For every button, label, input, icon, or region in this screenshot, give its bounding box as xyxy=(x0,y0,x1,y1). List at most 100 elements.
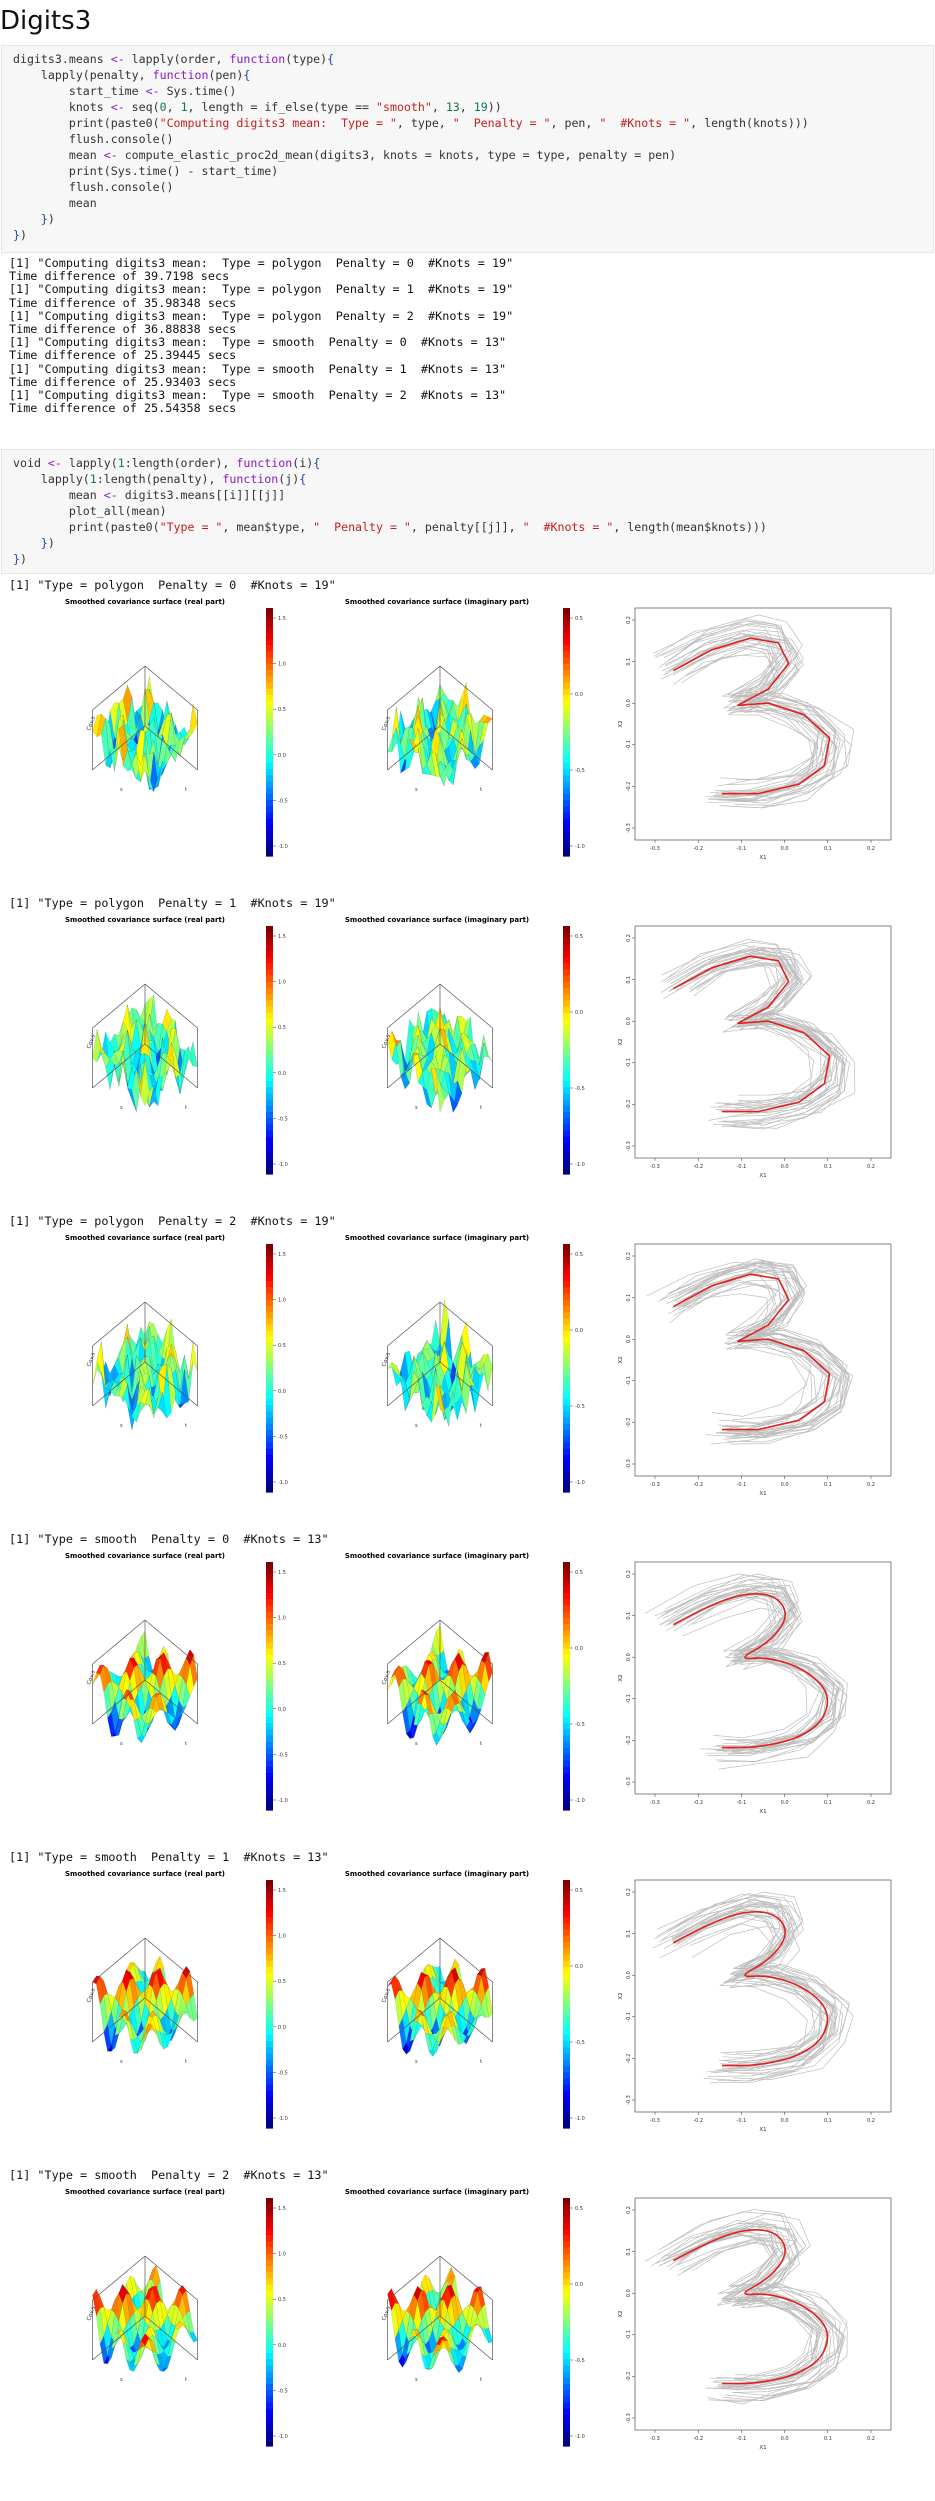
color-scale-band xyxy=(266,2072,273,2079)
color-scale-band xyxy=(266,1105,273,1113)
color-scale-band xyxy=(266,963,273,970)
color-scale-band xyxy=(266,950,273,958)
z-axis-label: Cov.s xyxy=(86,1034,97,1050)
color-scale-band xyxy=(563,1911,570,1918)
color-scale: 1.5 1.0 0.5 0.0 -0.5 -1.0 xyxy=(266,1244,288,1493)
color-scale-band xyxy=(266,1405,273,1412)
color-scale-band xyxy=(266,750,273,758)
x-tick-label: 0.2 xyxy=(867,2436,875,2442)
color-scale-band xyxy=(563,707,570,714)
color-scale-band xyxy=(563,1442,570,1450)
code-line: lapply(penalty, function(pen){ xyxy=(13,68,251,82)
code-line: flush.console() xyxy=(13,180,174,194)
color-scale-band xyxy=(266,1991,273,1999)
color-scale-band xyxy=(266,1892,273,1900)
color-scale-band xyxy=(266,1436,273,1443)
color-scale-band xyxy=(266,744,273,752)
color-scale-band xyxy=(563,1361,570,1369)
surface-box-edge xyxy=(439,983,493,1029)
color-scale-band xyxy=(266,1485,273,1493)
surface-box-edge xyxy=(92,983,146,1029)
surface-box-edge xyxy=(144,725,198,771)
t-axis-label: t xyxy=(185,1423,187,1429)
data-curve xyxy=(660,951,831,1126)
color-scale-band xyxy=(563,932,570,939)
data-curve xyxy=(674,1914,832,2066)
color-scale-band xyxy=(266,1904,273,1912)
x-tick-label: -0.3 xyxy=(650,2436,660,2442)
color-scale-band xyxy=(266,651,273,659)
color-scale: 1.5 1.0 0.5 0.0 -0.5 -1.0 xyxy=(266,608,288,857)
color-scale-band xyxy=(266,1760,273,1768)
color-scale-tick-label: -1.0 xyxy=(278,2434,288,2440)
real-surface-title: Smoothed covariance surface (real part) xyxy=(65,916,225,924)
color-scale-band xyxy=(563,1056,570,1063)
color-scale-band xyxy=(266,738,273,745)
color-scale-band xyxy=(563,701,570,708)
color-scale-band xyxy=(563,2253,570,2261)
imag-surface-title: Smoothed covariance surface (imaginary p… xyxy=(345,1870,529,1878)
output-line: Time difference of 25.93403 secs xyxy=(9,374,237,389)
color-scale-band xyxy=(266,1605,273,1613)
surface-box-edge xyxy=(144,983,198,1029)
color-scale-band xyxy=(266,756,273,764)
z-axis-label: Cov.s xyxy=(381,716,392,732)
color-scale-band xyxy=(563,1118,570,1125)
color-scale-band xyxy=(563,831,570,838)
color-scale-band xyxy=(266,1797,273,1805)
surface-box-edge xyxy=(92,2255,146,2301)
x-axis-label: X1 xyxy=(759,2445,766,2451)
surface-box-edge xyxy=(439,1619,493,1665)
color-scale-band xyxy=(266,969,273,977)
surface-box-edge xyxy=(144,2255,198,2301)
t-axis-label: t xyxy=(480,2059,482,2065)
color-scale-band xyxy=(563,2216,570,2224)
color-scale-band xyxy=(563,1568,570,1575)
x-tick-label: 0.1 xyxy=(824,2436,832,2442)
y-tick-label: -0.2 xyxy=(626,2054,632,2064)
color-scale-tick-label: -1.0 xyxy=(575,1798,585,1804)
x-axis-label: X1 xyxy=(759,2127,766,2133)
color-scale-band xyxy=(563,2229,570,2236)
color-scale-band xyxy=(266,2272,273,2280)
color-scale-band xyxy=(266,2210,273,2218)
surface-box-edge xyxy=(439,1301,493,1347)
color-scale-band xyxy=(563,657,570,665)
s-axis-label: s xyxy=(415,1423,418,1429)
color-scale-band xyxy=(266,2328,273,2335)
color-scale-tick-label: -1.0 xyxy=(278,2116,288,2122)
plot-figure: Smoothed covariance surface (real part) S… xyxy=(65,1870,892,2133)
data-curve xyxy=(678,1267,851,1437)
output-line: [1] "Computing digits3 mean: Type = poly… xyxy=(9,308,514,323)
color-scale-tick-label: 0.5 xyxy=(278,707,286,713)
color-scale-band xyxy=(266,1791,273,1799)
color-scale-band xyxy=(266,2053,273,2061)
y-tick-label: 0.1 xyxy=(626,658,632,666)
color-scale-band xyxy=(563,1318,570,1326)
color-scale-band xyxy=(563,1741,570,1749)
color-scale-band xyxy=(563,750,570,758)
color-scale-band xyxy=(563,1473,570,1481)
data-curve xyxy=(689,956,838,1102)
color-scale-band xyxy=(266,932,273,939)
color-scale-band xyxy=(563,2346,570,2354)
color-scale-band xyxy=(563,1019,570,1026)
color-scale-band xyxy=(563,1935,570,1943)
code-block-compute-means[interactable]: digits3.means <- lapply(order, function(… xyxy=(1,45,934,253)
color-scale-band xyxy=(563,818,570,826)
color-scale-band xyxy=(266,639,273,646)
code-line: mean <- digits3.means[[i]][[j]] xyxy=(13,488,286,502)
y-tick-label: -0.1 xyxy=(626,1376,632,1386)
surface-box-edge xyxy=(439,2315,493,2361)
data-curve xyxy=(677,2241,819,2386)
color-scale-band xyxy=(266,2439,273,2447)
data-curve xyxy=(647,1261,835,1438)
surface-box-edge xyxy=(144,1361,198,1407)
surface-box-edge xyxy=(387,1361,441,1407)
s-axis-label: s xyxy=(120,787,123,793)
color-scale-band xyxy=(563,2097,570,2104)
color-scale-band xyxy=(563,1655,570,1662)
surface-box-edge xyxy=(387,1301,441,1347)
code-block-plot-means[interactable]: void <- lapply(1:length(order), function… xyxy=(1,449,934,574)
color-scale-band xyxy=(266,2390,273,2397)
